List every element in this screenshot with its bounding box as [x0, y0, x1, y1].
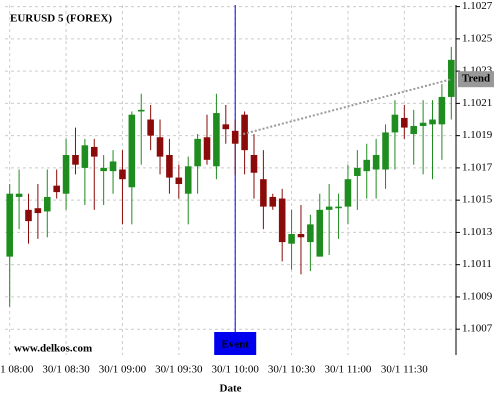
candle-body: [391, 114, 399, 133]
x-tick-label: 30/1 10:00: [212, 364, 260, 376]
y-tick-label: 1.1025: [462, 32, 493, 44]
y-tick-label: 1.1009: [462, 290, 493, 302]
candle-body: [15, 193, 23, 197]
y-tick-label: 1.1021: [462, 97, 492, 109]
candle-body: [184, 166, 192, 194]
candle-body: [278, 198, 286, 243]
candle-body: [448, 59, 455, 97]
x-tick-label: 30/1 08:30: [42, 364, 90, 376]
event-label: Event: [221, 339, 249, 351]
candle-body: [260, 179, 267, 207]
candle-body: [410, 125, 418, 135]
candle-body: [325, 206, 333, 210]
candle-body: [166, 155, 173, 178]
candle-body: [25, 209, 32, 222]
y-tick-label: 1.1015: [462, 194, 493, 206]
candle-body: [269, 196, 277, 207]
y-tick-label: 1.1013: [462, 226, 493, 238]
x-tick-label: 30/1 10:30: [268, 364, 316, 376]
candle-body: [128, 114, 136, 188]
candle-body: [156, 137, 164, 157]
candle-body: [81, 145, 89, 168]
watermark: www.delkos.com: [14, 343, 92, 355]
candle-body: [72, 155, 79, 165]
candle-body: [288, 234, 295, 244]
candle-body: [419, 122, 427, 126]
candle-body: [119, 169, 126, 180]
y-tick-label: 1.1019: [462, 129, 493, 141]
candle-body: [363, 159, 371, 172]
candle-body: [137, 109, 145, 112]
candle-body: [250, 155, 258, 173]
candle-body: [307, 224, 314, 243]
chart-title: EURUSD 5 (FOREX): [10, 13, 112, 25]
x-tick-label: 30/1 09:00: [99, 364, 147, 376]
x-axis-label: Date: [220, 383, 242, 395]
candle-body: [53, 185, 60, 193]
candle-body: [231, 130, 239, 144]
candle-body: [438, 96, 446, 125]
y-tick-label: 1.1027: [462, 0, 493, 12]
candle-body: [222, 124, 230, 130]
x-tick-label: 30/1 09:30: [155, 364, 203, 376]
y-tick-label: 1.1017: [462, 161, 493, 173]
trend-label-box: [458, 71, 494, 88]
candle-body: [316, 209, 324, 257]
candle-body: [194, 138, 201, 167]
candle-body: [344, 179, 352, 207]
candle-body: [401, 117, 408, 128]
candle-body: [429, 119, 436, 125]
trend-label: Trend: [462, 73, 490, 85]
y-tick-label: 1.1007: [462, 323, 493, 335]
candle-body: [43, 196, 51, 212]
candle-body: [213, 113, 220, 167]
candle-body: [34, 208, 42, 214]
x-tick-label: 30/1 11:30: [381, 364, 428, 376]
candle-body: [6, 193, 13, 257]
event-label-box: [214, 332, 257, 355]
candle-body: [354, 167, 361, 176]
x-tick-label: 30/1 11:00: [324, 364, 371, 376]
candle-body: [241, 114, 248, 151]
candle-body: [147, 119, 154, 136]
y-tick-label: 1.1011: [462, 258, 492, 270]
candle-body: [335, 206, 342, 209]
candle-body: [90, 146, 98, 157]
candle-body: [62, 155, 70, 194]
candle-body: [109, 161, 117, 172]
candle-body: [372, 155, 380, 170]
candle-body: [203, 137, 211, 160]
candle-body: [297, 234, 305, 238]
x-tick-label: 30/1 08:00: [0, 364, 34, 376]
candle-body: [382, 132, 389, 170]
candle-body: [175, 177, 183, 185]
candle-body: [100, 167, 107, 172]
